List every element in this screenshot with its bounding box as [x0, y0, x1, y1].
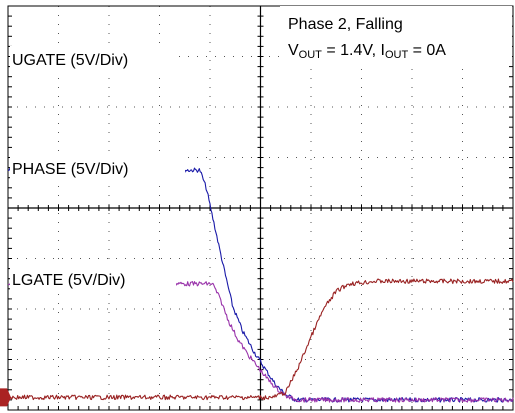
ground-marker-arrow: [0, 388, 11, 407]
conditions-text: VOUT = 1.4V, IOUT = 0A: [288, 42, 446, 61]
phase-label: PHASE (5V/Div): [12, 161, 128, 178]
ground-marker: [0, 388, 11, 407]
title-bg: [280, 6, 512, 66]
lgate-label-bg: [10, 266, 176, 290]
lgate-label: LGATE (5V/Div): [12, 272, 126, 289]
chart-title: Phase 2, Falling: [288, 16, 403, 33]
ugate-label-bg: [10, 46, 173, 70]
trace-labels: UGATE (5V/Div) PHASE (5V/Div) LGATE (5V/…: [10, 6, 512, 290]
ugate-label: UGATE (5V/Div): [12, 52, 128, 69]
trace-lgate: [7, 278, 514, 401]
plot-frame: [7, 5, 514, 411]
phase-label-bg: [10, 155, 185, 179]
